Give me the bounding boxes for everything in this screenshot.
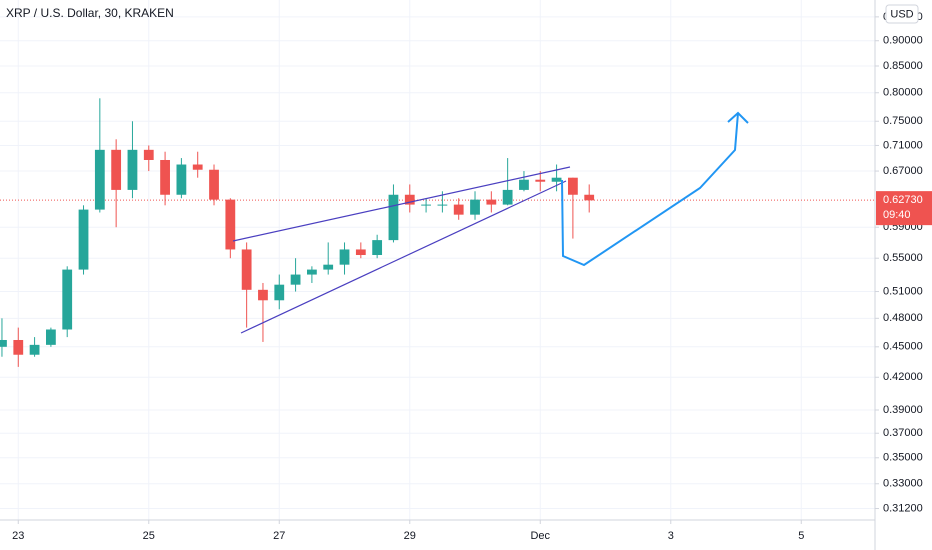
y-tick-label: 0.90000 (883, 35, 923, 47)
y-tick-label: 0.51000 (883, 285, 923, 297)
candle-body (241, 249, 252, 290)
grid (0, 0, 875, 520)
candle-body (127, 149, 138, 190)
x-tick-label: 23 (12, 530, 24, 542)
countdown-label: 09:40 (883, 209, 911, 221)
currency-label: USD (890, 8, 913, 20)
candle-body (274, 284, 285, 301)
axes: 0.950000.900000.850000.800000.750000.710… (12, 11, 932, 542)
candle-body (62, 269, 73, 330)
candle-body (437, 204, 448, 206)
wedge-lower (240, 180, 567, 334)
candle-body (323, 264, 334, 270)
candle-body (551, 177, 562, 182)
y-tick-label: 0.48000 (883, 312, 923, 324)
candle-body (470, 199, 480, 215)
candle-body (209, 169, 219, 200)
last-price-badge (876, 191, 932, 226)
y-tick-label: 0.35000 (883, 452, 923, 464)
y-tick-label: 0.31200 (883, 502, 923, 514)
candle-body (143, 149, 154, 160)
candle-body (502, 189, 513, 205)
candle-body (519, 179, 529, 190)
candle-body (78, 209, 89, 270)
y-tick-label: 0.37000 (883, 427, 923, 439)
candle-body (111, 149, 122, 190)
candle-body (339, 249, 350, 265)
candle-body (535, 179, 546, 182)
y-tick-label: 0.33000 (883, 478, 923, 490)
candle-body (486, 199, 497, 205)
candle-body (372, 240, 383, 256)
x-tick-label: 29 (404, 530, 416, 542)
drawings (232, 111, 749, 334)
y-tick-label: 0.85000 (883, 60, 923, 72)
candle-body (29, 344, 40, 355)
candle-body (0, 339, 7, 347)
y-tick-label: 0.67000 (883, 165, 923, 177)
y-tick-label: 0.39000 (883, 404, 923, 416)
candle-body (290, 274, 301, 285)
y-tick-label: 0.80000 (883, 87, 923, 99)
candle-body (355, 249, 366, 256)
candle-body (453, 204, 464, 215)
currency-badge[interactable] (885, 4, 919, 24)
x-tick-label: Dec (530, 530, 550, 542)
chart-title: XRP / U.S. Dollar, 30, KRAKEN (6, 6, 174, 20)
x-tick-label: 5 (798, 530, 804, 542)
candle-body (13, 339, 24, 355)
candle-body (46, 329, 56, 345)
candle-body (404, 194, 415, 205)
y-tick-label: 0.45000 (883, 341, 923, 353)
wedge-upper (232, 166, 571, 242)
y-tick-label: 0.55000 (883, 252, 923, 264)
candle-body (94, 149, 105, 210)
projection-arrowhead (727, 111, 749, 124)
y-tick-label: 0.75000 (883, 115, 923, 127)
candle-body (567, 177, 578, 195)
projection-path (561, 112, 739, 267)
candles (0, 98, 595, 367)
candle-body (176, 164, 187, 195)
candle-body (584, 194, 595, 201)
x-tick-label: 25 (143, 530, 155, 542)
candle-body (307, 269, 317, 275)
candle-body (388, 194, 399, 241)
candle-body (192, 164, 203, 170)
last-price-label: 0.62730 (883, 194, 923, 206)
candle-body (421, 204, 431, 206)
candle-body (258, 289, 268, 301)
candle-body (160, 159, 170, 195)
x-tick-label: 27 (273, 530, 285, 542)
y-tick-label: 0.71000 (883, 139, 923, 151)
candle-body (225, 199, 236, 250)
y-tick-label: 0.42000 (883, 371, 923, 383)
x-tick-label: 3 (668, 530, 674, 542)
